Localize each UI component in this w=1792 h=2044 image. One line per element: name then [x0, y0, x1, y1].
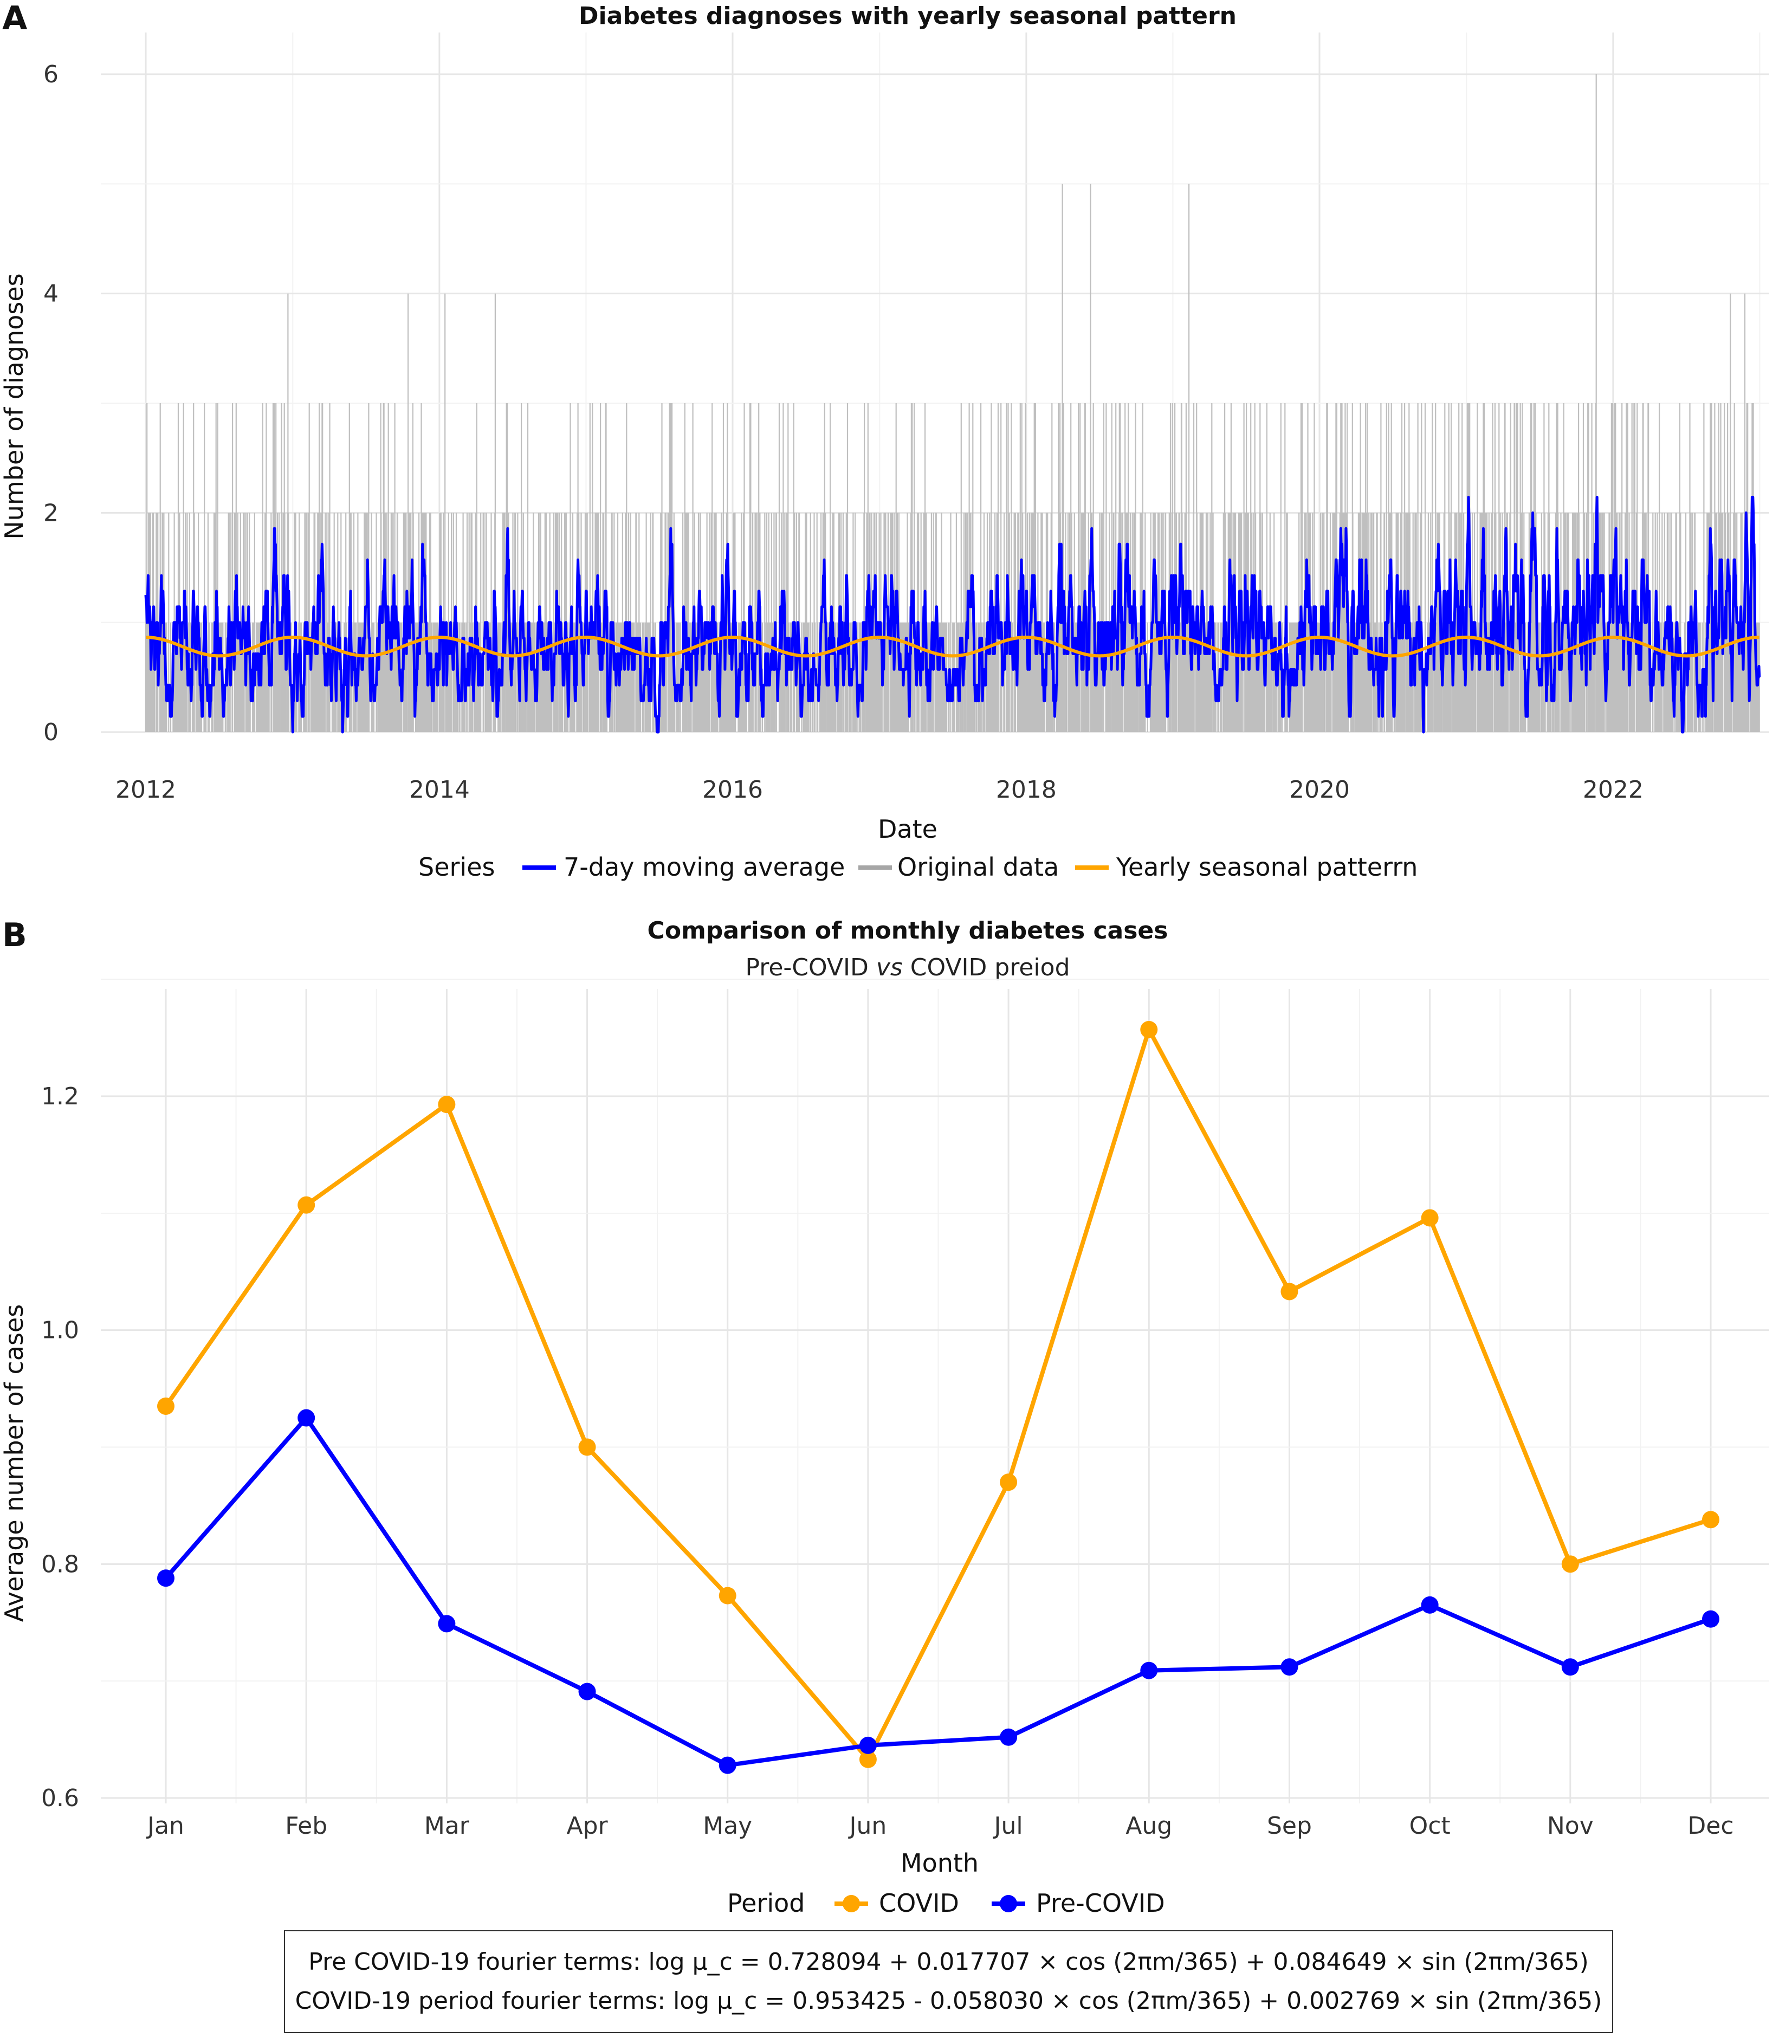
- point-pre-covid-sep: [1280, 1658, 1298, 1676]
- point-covid-jan: [157, 1397, 174, 1415]
- panel-b-xtick-sep: Sep: [1267, 1812, 1312, 1840]
- panel-b-xtick-feb: Feb: [285, 1812, 327, 1840]
- panel-a-ytick-4: 4: [43, 280, 59, 308]
- panel-a-ytick-6: 6: [43, 61, 59, 88]
- series-line-covid: [164, 1027, 1712, 1762]
- fourier-pre-covid: Pre COVID-19 fourier terms: log μ_c = 0.…: [308, 1948, 1589, 1976]
- point-pre-covid-feb: [297, 1409, 315, 1427]
- panel-a-ticks: 2012 2014 2016 2018 2020 2022 0 2 4 6: [43, 61, 1644, 804]
- point-pre-covid-jan: [157, 1569, 174, 1587]
- panel-a-xtick-2018: 2018: [996, 776, 1057, 804]
- panel-a-xtick-2022: 2022: [1583, 776, 1644, 804]
- point-pre-covid-nov: [1561, 1658, 1579, 1676]
- fourier-covid: COVID-19 period fourier terms: log μ_c =…: [295, 1987, 1602, 2015]
- point-covid-sep: [1280, 1283, 1298, 1301]
- point-pre-covid-apr: [578, 1683, 596, 1700]
- panel-b-xtick-jun: Jun: [848, 1812, 887, 1840]
- panel-b-xtick-oct: Oct: [1409, 1812, 1451, 1840]
- point-covid-oct: [1421, 1209, 1439, 1227]
- point-pre-covid-jun: [859, 1736, 877, 1754]
- panel-b-xtick-mar: Mar: [424, 1812, 470, 1840]
- panel-b-series-lines: [164, 1027, 1712, 1768]
- panel-a-xtick-2012: 2012: [115, 776, 176, 804]
- point-pre-covid-jul: [1000, 1728, 1018, 1746]
- panel-b-xtick-jan: Jan: [146, 1812, 184, 1840]
- point-pre-covid-oct: [1421, 1596, 1439, 1614]
- legend-label-seasonal-pattern: Yearly seasonal patterrn: [1116, 852, 1418, 882]
- point-covid-jun: [859, 1750, 877, 1768]
- point-pre-covid-mar: [438, 1615, 456, 1633]
- panel-a-ytick-2: 2: [43, 499, 59, 527]
- panel-b-xtick-dec: Dec: [1687, 1812, 1733, 1840]
- legend-label-covid: COVID: [879, 1888, 959, 1918]
- panel-a-xtick-2020: 2020: [1289, 776, 1350, 804]
- panel-a-xlabel: Date: [878, 814, 937, 844]
- point-covid-jul: [1000, 1473, 1018, 1491]
- point-covid-apr: [578, 1438, 596, 1456]
- point-covid-aug: [1140, 1020, 1158, 1038]
- panel-b-ytick-1.2: 1.2: [41, 1083, 79, 1110]
- point-pre-covid-may: [719, 1756, 736, 1774]
- legend-marker-covid: [843, 1895, 860, 1912]
- series-line-pre-covid: [164, 1415, 1712, 1768]
- panel-a-moving-average: [144, 495, 1761, 734]
- panel-b-xtick-jul: Jul: [993, 1812, 1023, 1840]
- point-covid-mar: [438, 1096, 456, 1114]
- panel-b-title: Comparison of monthly diabetes cases: [648, 917, 1168, 945]
- panel-b-xtick-nov: Nov: [1547, 1812, 1594, 1840]
- moving-average-line: [144, 495, 1761, 734]
- panel-a-legend: Series 7-day moving average Original dat…: [418, 852, 1418, 882]
- fourier-terms-box: Pre COVID-19 fourier terms: log μ_c = 0.…: [284, 1930, 1613, 2033]
- seasonal-pattern-line: [146, 636, 1759, 658]
- legend-marker-pre-covid: [1000, 1895, 1017, 1912]
- panel-a-ylabel: Number of diagnoses: [0, 273, 29, 539]
- point-pre-covid-dec: [1702, 1610, 1719, 1628]
- panel-b-legend-title: Period: [727, 1888, 805, 1918]
- panel-b-subtitle: Pre-COVID vs COVID preiod: [745, 954, 1070, 981]
- panel-b-letter: B: [2, 916, 27, 954]
- panel-b-ytick-1.0: 1.0: [41, 1317, 79, 1344]
- panel-a-title: Diabetes diagnoses with yearly seasonal …: [579, 2, 1237, 30]
- legend-label-original-data: Original data: [897, 852, 1059, 882]
- point-covid-nov: [1561, 1555, 1579, 1573]
- panel-b-gridlines: [101, 979, 1769, 1803]
- panel-a-seasonal-pattern: [146, 636, 1759, 658]
- point-covid-dec: [1702, 1511, 1719, 1529]
- panel-b-series-points: [157, 1020, 1719, 1774]
- panel-b-ylabel: Average number of cases: [0, 1304, 29, 1622]
- panel-a-letter: A: [2, 0, 28, 37]
- point-covid-feb: [297, 1196, 315, 1214]
- panel-b-xlabel: Month: [901, 1848, 979, 1878]
- panel-b-ytick-0.8: 0.8: [41, 1550, 79, 1578]
- point-covid-may: [719, 1587, 736, 1605]
- legend-label-pre-covid: Pre-COVID: [1036, 1888, 1165, 1918]
- panel-a-ytick-0: 0: [43, 719, 59, 746]
- panel-b-ticks: Jan Feb Mar Apr May Jun Jul Aug Sep Oct Nov Dec 0.6 0…: [41, 1083, 1734, 1840]
- panel-a-legend-title: Series: [418, 852, 495, 882]
- panel-b-ytick-0.6: 0.6: [41, 1784, 79, 1812]
- panel-b-xtick-aug: Aug: [1125, 1812, 1172, 1840]
- panel-a-xtick-2016: 2016: [702, 776, 763, 804]
- panel-a-xtick-2014: 2014: [409, 776, 470, 804]
- panel-b-legend: Period COVID Pre-COVID: [727, 1888, 1165, 1918]
- legend-label-moving-average: 7-day moving average: [564, 852, 845, 882]
- point-pre-covid-aug: [1140, 1661, 1158, 1679]
- panel-b-xtick-may: May: [703, 1812, 752, 1840]
- panel-b-xtick-apr: Apr: [566, 1812, 608, 1840]
